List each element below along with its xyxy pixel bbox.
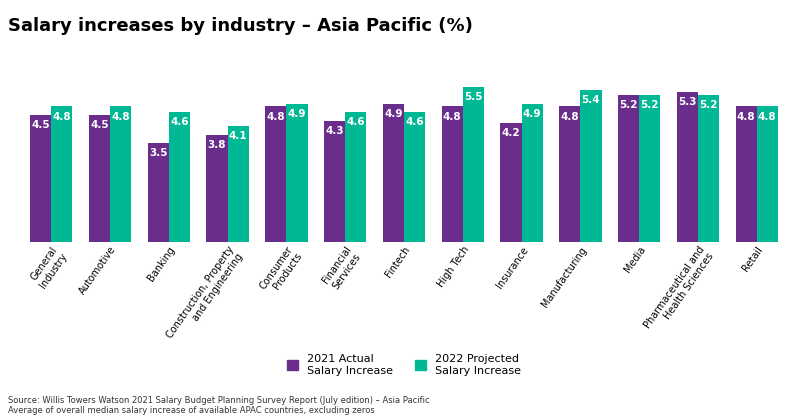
Text: 4.9: 4.9 [523,109,542,119]
Text: 4.1: 4.1 [229,131,247,141]
Bar [501,123,522,242]
Bar [618,95,639,242]
Text: 4.6: 4.6 [406,117,424,127]
Text: 3.5: 3.5 [149,148,167,158]
Bar [89,115,110,242]
Text: 4.8: 4.8 [111,111,130,121]
Text: 4.8: 4.8 [443,111,462,121]
Text: 5.2: 5.2 [619,100,638,110]
Text: 4.2: 4.2 [502,128,520,138]
Text: Salary increases by industry – Asia Pacific (%): Salary increases by industry – Asia Paci… [8,17,473,35]
Bar [148,143,169,242]
Bar [462,87,484,242]
Text: 4.9: 4.9 [288,109,306,119]
Text: 4.5: 4.5 [31,120,50,130]
Bar [228,126,249,242]
Bar [286,104,307,242]
Text: Source: Willis Towers Watson 2021 Salary Budget Planning Survey Report (July edi: Source: Willis Towers Watson 2021 Salary… [8,395,430,415]
Bar [580,90,602,242]
Text: 4.3: 4.3 [326,126,344,136]
Text: 4.8: 4.8 [561,111,579,121]
Bar [30,115,51,242]
Text: 4.6: 4.6 [346,117,365,127]
Bar [51,106,73,242]
Text: 4.5: 4.5 [90,120,109,130]
Text: 3.8: 3.8 [208,140,226,150]
Text: 5.2: 5.2 [699,100,718,110]
Bar [442,106,462,242]
Bar [639,95,660,242]
Text: 4.9: 4.9 [384,109,402,119]
Bar [698,95,719,242]
Text: 5.3: 5.3 [678,98,697,108]
Text: 4.8: 4.8 [53,111,71,121]
Bar [383,104,404,242]
Bar [404,112,425,242]
Bar [266,106,286,242]
Bar [169,112,190,242]
Bar [735,106,757,242]
Bar [559,106,580,242]
Text: 5.5: 5.5 [464,92,482,102]
Text: 4.8: 4.8 [758,111,777,121]
Bar [757,106,778,242]
Bar [110,106,131,242]
Text: 4.6: 4.6 [170,117,189,127]
Bar [346,112,366,242]
Legend: 2021 Actual
Salary Increase, 2022 Projected
Salary Increase: 2021 Actual Salary Increase, 2022 Projec… [282,350,526,380]
Bar [324,121,346,242]
Text: 4.8: 4.8 [266,111,285,121]
Text: 4.8: 4.8 [737,111,755,121]
Text: 5.4: 5.4 [582,95,600,105]
Text: 5.2: 5.2 [641,100,659,110]
Bar [206,135,228,242]
Bar [522,104,542,242]
Bar [677,92,698,242]
